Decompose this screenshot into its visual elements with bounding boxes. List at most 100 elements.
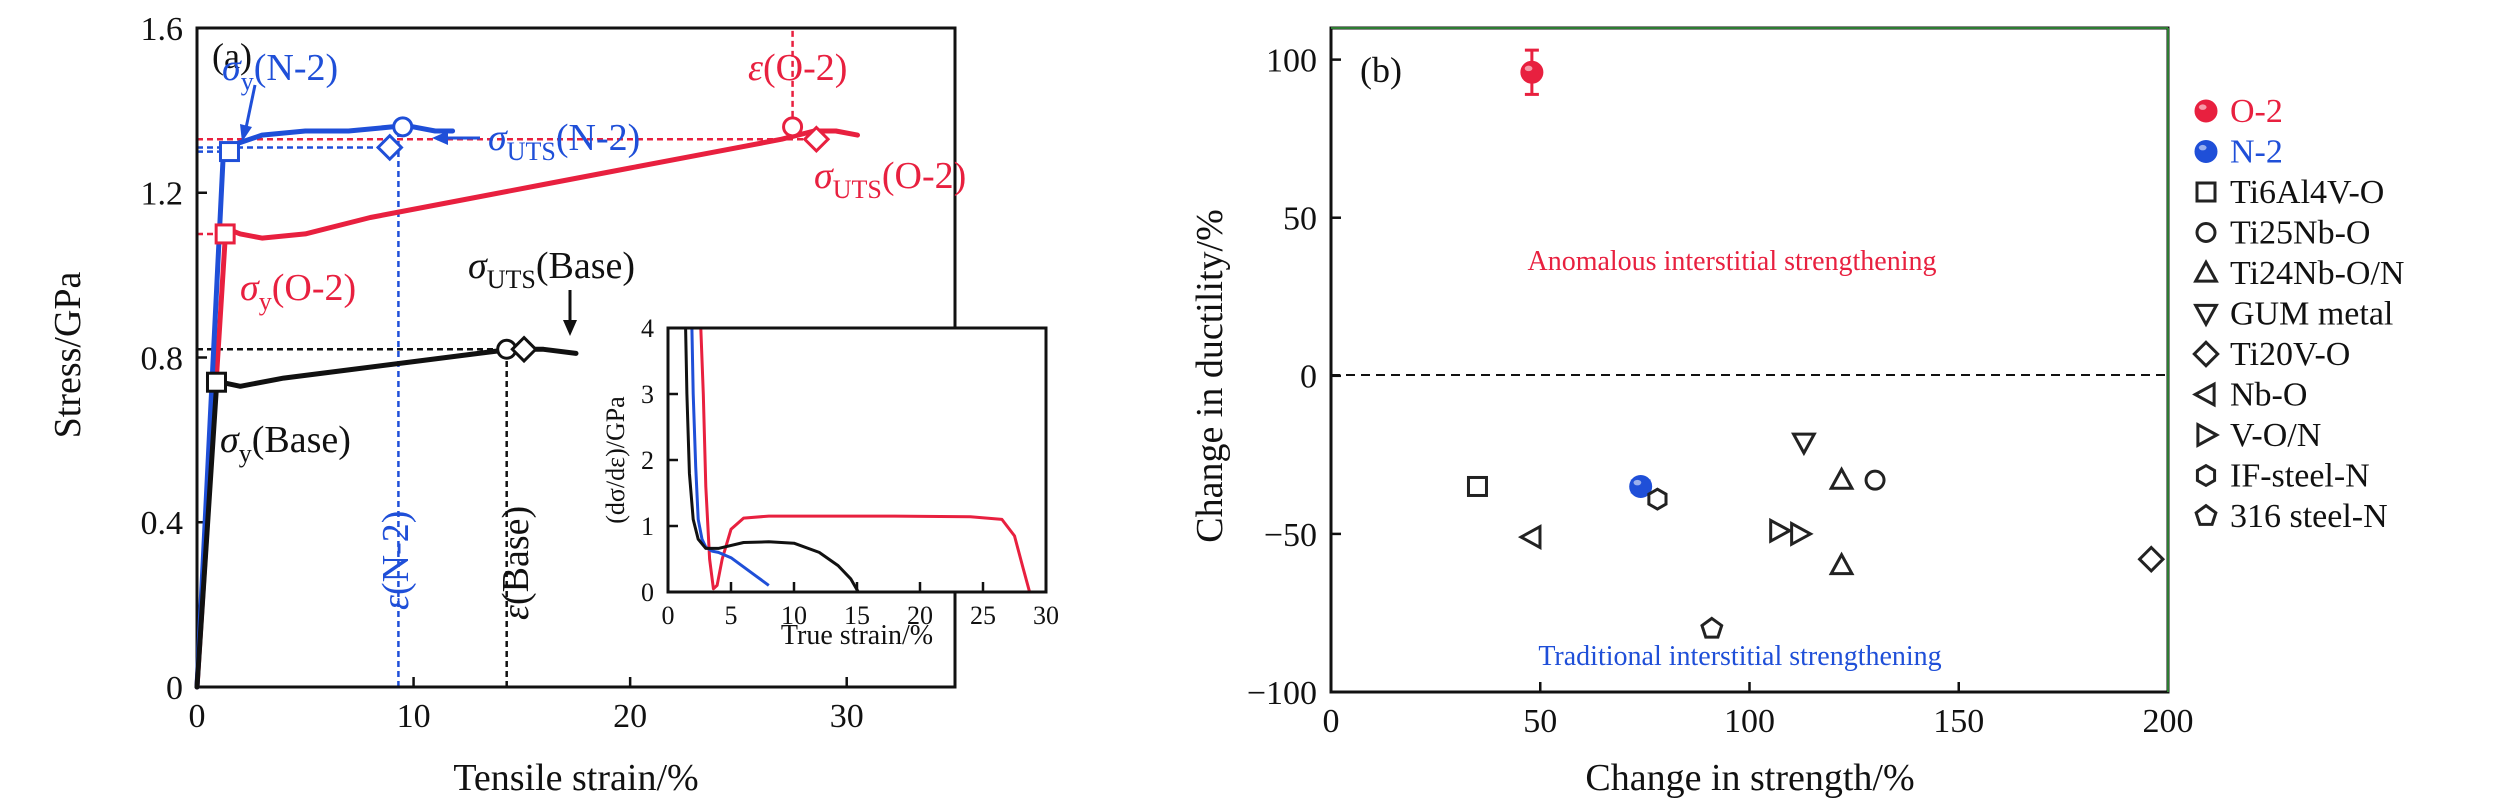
inset-ytick-label: 0 <box>641 578 654 607</box>
b-legend-marker <box>2193 303 2219 328</box>
b-legend-label: 316 steel-N <box>2230 498 2388 535</box>
b-legend-label: IF-steel-N <box>2230 458 2370 495</box>
b-legend-label: N-2 <box>2230 134 2283 171</box>
inset-background <box>668 328 1046 592</box>
a-annotation-epsilon-base: ε(Base) <box>495 506 537 620</box>
a-marker-square <box>214 223 236 245</box>
a-xtick-label: 30 <box>830 698 864 735</box>
b-ytick-label: −50 <box>1264 517 1317 554</box>
b-ytick-label: 100 <box>1266 43 1317 80</box>
b-xtick-label: 50 <box>1523 703 1557 740</box>
b-point-if-steel-n <box>1647 487 1668 511</box>
a-xtick-label: 0 <box>189 698 206 735</box>
a-xtick-label: 20 <box>613 698 647 735</box>
b-legend-label: Nb-O <box>2230 377 2307 414</box>
a-ann-sy-base: (Base) <box>252 419 351 461</box>
a-ann-sub-y-6: y <box>239 439 252 468</box>
a-marker-circle <box>782 116 804 138</box>
b-legend-marker <box>2192 340 2220 368</box>
a-annotation-epsilon-o2: ε(O-2) <box>748 47 847 89</box>
b-legend-marker <box>2195 463 2217 488</box>
b-legend-marker <box>2195 181 2217 203</box>
inset-xtick-label: 15 <box>844 601 870 630</box>
b-legend-marker <box>2195 222 2217 243</box>
inset-ytick-label: 4 <box>641 314 654 343</box>
b-point-n-2-highlight <box>1633 479 1642 486</box>
b-panel-label: (b) <box>1360 50 1402 90</box>
a-ann-sigma-1: σ <box>222 47 242 89</box>
inset-xtick-label: 10 <box>781 601 807 630</box>
b-xtick-label: 200 <box>2143 703 2194 740</box>
svg-text:σUTS(O-2): σUTS(O-2) <box>814 155 966 204</box>
a-arrow-sy-n2-head <box>240 124 252 142</box>
inset-xtick-label: 0 <box>662 601 675 630</box>
a-ann-sy-o2: (O-2) <box>272 267 356 309</box>
b-legend-marker <box>2196 422 2220 448</box>
b-legend-label: GUM metal <box>2230 296 2393 333</box>
a-ann-eps-o2: (O-2) <box>763 47 847 89</box>
a-annotation-sigma-uts-o2: σUTS(O-2) <box>814 155 966 204</box>
a-ann-eps-1: ε <box>748 47 763 89</box>
svg-text:σUTS(Base): σUTS(Base) <box>468 245 635 294</box>
b-legend-label: Ti20V-O <box>2230 336 2350 373</box>
a-marker-diamond <box>375 133 404 162</box>
b-point-v-o-n <box>1790 521 1814 547</box>
inset-curves <box>684 327 1032 593</box>
a-ann-sigma-4: σ <box>240 267 260 309</box>
b-legend-marker <box>2194 140 2218 163</box>
svg-text:ε(N-2): ε(N-2) <box>375 511 417 610</box>
b-xtick-label: 0 <box>1323 703 1340 740</box>
b-point-ti25nb-o <box>1864 469 1886 491</box>
a-marker-square <box>205 371 227 393</box>
svg-text:ε(O-2): ε(O-2) <box>748 47 847 89</box>
a-marker-square <box>218 141 240 163</box>
b-point-nb-o <box>1517 524 1542 550</box>
a-annotation-sigma-y-n2: σy(N-2) <box>222 47 338 96</box>
a-ann-sigma-5: σ <box>468 245 488 287</box>
b-y-axis-label: Change in ductility/% <box>1189 209 1231 543</box>
a-marker-diamond <box>802 125 831 154</box>
b-legend-label: O-2 <box>2230 93 2283 130</box>
b-legend-marker <box>2194 99 2218 123</box>
b-point-ti24nb-o-n <box>1828 551 1855 576</box>
inset-x-axis-label: True strain/% <box>781 620 933 651</box>
b-point-ti20v-o <box>2137 545 2166 574</box>
inset-y-axis-label: (dσ/dε)/GPa <box>601 396 630 524</box>
a-ann-eps-3: ε <box>495 605 537 620</box>
inset-xtick-label: 25 <box>970 601 996 630</box>
b-ytick-label: 0 <box>1300 359 1317 396</box>
a-arrow-suts-n2-head <box>432 131 448 145</box>
a-marker-circle <box>392 116 414 138</box>
a-y-axis-label: Stress/GPa <box>47 271 89 438</box>
a-annotation-sigma-uts-base: σUTS(Base) <box>468 245 635 294</box>
a-ytick-label: 0.4 <box>141 505 184 542</box>
panel-b-strength-ductility: 0 50 100 150 200 100 50 0 −50 −100 (b) Anomalous … <box>1189 26 2404 799</box>
inset-curve-black <box>684 327 860 593</box>
a-ann-sigma-3: σ <box>814 155 834 197</box>
b-legend-marker <box>2194 503 2218 526</box>
b-ytick-label: 50 <box>1283 201 1317 238</box>
inset-ytick-label: 3 <box>641 380 654 409</box>
inset-xtick-label: 20 <box>907 601 933 630</box>
a-xtick-label: 10 <box>397 698 431 735</box>
a-annotation-sigma-y-o2: σy(O-2) <box>240 267 356 316</box>
b-annotation-traditional: Traditional interstitial strengthening <box>1538 641 1941 672</box>
a-annotation-sigma-uts-n2: σUTS(N-2) <box>488 117 640 166</box>
inset-ytick-label: 1 <box>641 512 654 541</box>
inset-ytick-label: 2 <box>641 446 654 475</box>
b-legend-marker <box>2193 259 2219 283</box>
inset-hardening-rate: 0 5 10 15 20 25 30 0 1 2 3 4 True strain/% (dσ/dε)/… <box>601 314 1059 651</box>
b-point-o-2-highlight <box>1524 65 1533 72</box>
a-marker-diamond <box>510 335 538 364</box>
a-ytick-label: 1.2 <box>141 176 184 213</box>
svg-text:σy(N-2): σy(N-2) <box>222 47 338 96</box>
a-ann-eps-base: (Base) <box>495 506 537 605</box>
a-ytick-label: 0.8 <box>141 340 184 377</box>
b-legend-marker <box>2192 381 2216 408</box>
a-ann-sigma-2: σ <box>488 117 508 159</box>
a-ann-suts-n2: (N-2) <box>556 117 640 159</box>
a-arrows <box>240 84 577 336</box>
